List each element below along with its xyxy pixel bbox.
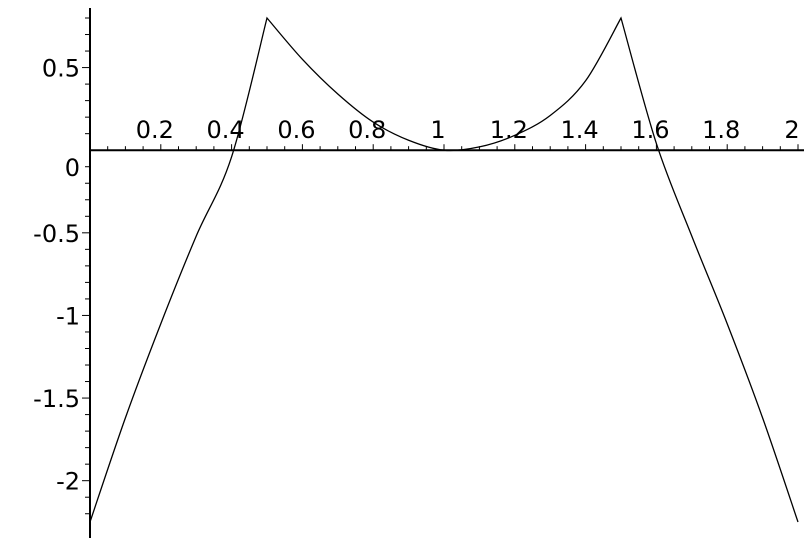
x-tick-label: 1.8	[702, 116, 740, 144]
y-tick-label: -0.5	[33, 220, 80, 248]
x-tick-label: 1	[430, 116, 445, 144]
x-tick-label: 1.6	[631, 116, 669, 144]
y-tick-label: -1	[56, 302, 80, 330]
x-tick-label: 0.2	[136, 116, 174, 144]
x-tick-label: 0.6	[277, 116, 315, 144]
y-tick-label: 0.5	[42, 55, 80, 83]
y-tick-label: -2	[56, 468, 80, 496]
y-tick-label: -1.5	[33, 385, 80, 413]
tick-marks	[82, 17, 799, 515]
x-tick-label: 0.4	[207, 116, 245, 144]
x-tick-label: 0.8	[348, 116, 386, 144]
tick-labels: 0.2 0.4 0.6 0.8 1 1.2 1.4 1.6 1.8 2 0.5 0 -0.5 -1 -1.5…	[33, 55, 799, 496]
series-line	[89, 16, 799, 523]
series-layer	[89, 16, 799, 523]
x-tick-label: 2	[784, 116, 799, 144]
axes	[89, 8, 804, 538]
y-tick-label: 0	[65, 154, 80, 182]
x-tick-label: 1.2	[490, 116, 528, 144]
x-tick-label: 1.4	[561, 116, 599, 144]
